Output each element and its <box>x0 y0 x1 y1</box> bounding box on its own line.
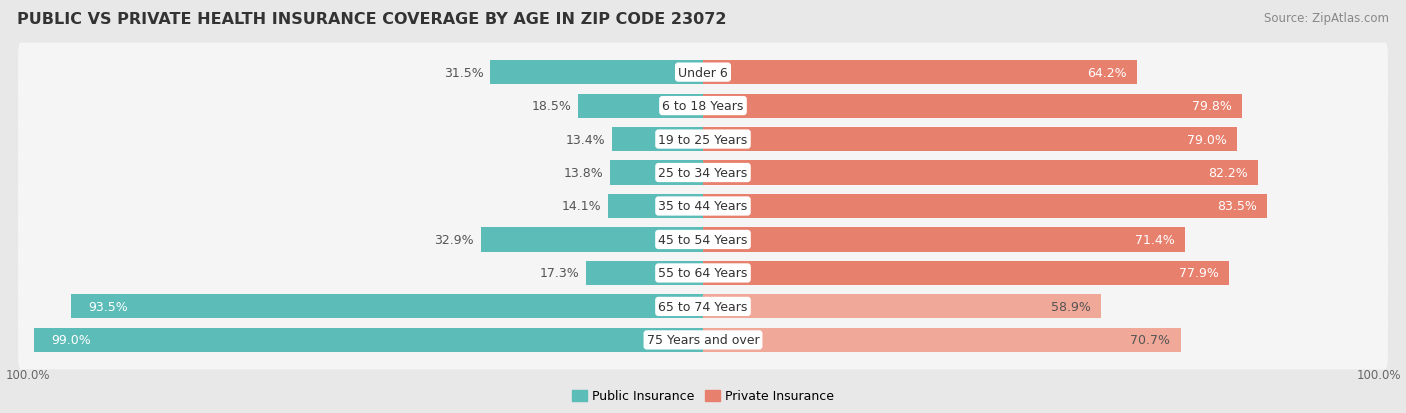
Text: 71.4%: 71.4% <box>1136 233 1175 247</box>
Text: 31.5%: 31.5% <box>444 66 484 79</box>
Text: 55 to 64 Years: 55 to 64 Years <box>658 267 748 280</box>
Text: 18.5%: 18.5% <box>531 100 571 113</box>
Bar <box>703 195 1267 218</box>
Text: 13.4%: 13.4% <box>567 133 606 146</box>
Bar <box>34 328 703 352</box>
FancyBboxPatch shape <box>18 43 1388 102</box>
Bar <box>703 328 1181 352</box>
FancyBboxPatch shape <box>18 277 1388 336</box>
Text: 32.9%: 32.9% <box>434 233 474 247</box>
FancyBboxPatch shape <box>18 177 1388 236</box>
FancyBboxPatch shape <box>18 311 1388 370</box>
Legend: Public Insurance, Private Insurance: Public Insurance, Private Insurance <box>567 385 839 408</box>
Text: 79.8%: 79.8% <box>1192 100 1232 113</box>
Text: 35 to 44 Years: 35 to 44 Years <box>658 200 748 213</box>
Text: 14.1%: 14.1% <box>561 200 600 213</box>
Text: 75 Years and over: 75 Years and over <box>647 334 759 347</box>
Bar <box>703 61 1136 85</box>
Text: 77.9%: 77.9% <box>1180 267 1219 280</box>
Text: Under 6: Under 6 <box>678 66 728 79</box>
FancyBboxPatch shape <box>18 211 1388 269</box>
Text: 93.5%: 93.5% <box>89 300 128 313</box>
Text: PUBLIC VS PRIVATE HEALTH INSURANCE COVERAGE BY AGE IN ZIP CODE 23072: PUBLIC VS PRIVATE HEALTH INSURANCE COVER… <box>17 12 727 27</box>
Text: 19 to 25 Years: 19 to 25 Years <box>658 133 748 146</box>
Text: 99.0%: 99.0% <box>51 334 91 347</box>
Bar <box>610 161 703 185</box>
Text: 83.5%: 83.5% <box>1218 200 1257 213</box>
Text: 79.0%: 79.0% <box>1187 133 1226 146</box>
Bar <box>586 261 703 285</box>
Bar <box>578 94 703 119</box>
Bar <box>703 161 1258 185</box>
Text: 17.3%: 17.3% <box>540 267 579 280</box>
Bar <box>613 128 703 152</box>
Text: 64.2%: 64.2% <box>1087 66 1126 79</box>
Text: 13.8%: 13.8% <box>564 166 603 180</box>
Text: 58.9%: 58.9% <box>1050 300 1091 313</box>
Text: 45 to 54 Years: 45 to 54 Years <box>658 233 748 247</box>
Bar <box>703 294 1101 319</box>
Text: 82.2%: 82.2% <box>1208 166 1249 180</box>
Bar <box>703 128 1237 152</box>
Text: 70.7%: 70.7% <box>1130 334 1170 347</box>
FancyBboxPatch shape <box>18 77 1388 136</box>
Bar <box>703 228 1185 252</box>
Bar <box>491 61 703 85</box>
FancyBboxPatch shape <box>18 110 1388 169</box>
Bar <box>72 294 703 319</box>
Text: 6 to 18 Years: 6 to 18 Years <box>662 100 744 113</box>
Bar <box>703 261 1229 285</box>
Bar <box>481 228 703 252</box>
Bar <box>703 94 1241 119</box>
FancyBboxPatch shape <box>18 244 1388 303</box>
Text: 65 to 74 Years: 65 to 74 Years <box>658 300 748 313</box>
FancyBboxPatch shape <box>18 144 1388 202</box>
Text: 25 to 34 Years: 25 to 34 Years <box>658 166 748 180</box>
Bar <box>607 195 703 218</box>
Text: Source: ZipAtlas.com: Source: ZipAtlas.com <box>1264 12 1389 25</box>
